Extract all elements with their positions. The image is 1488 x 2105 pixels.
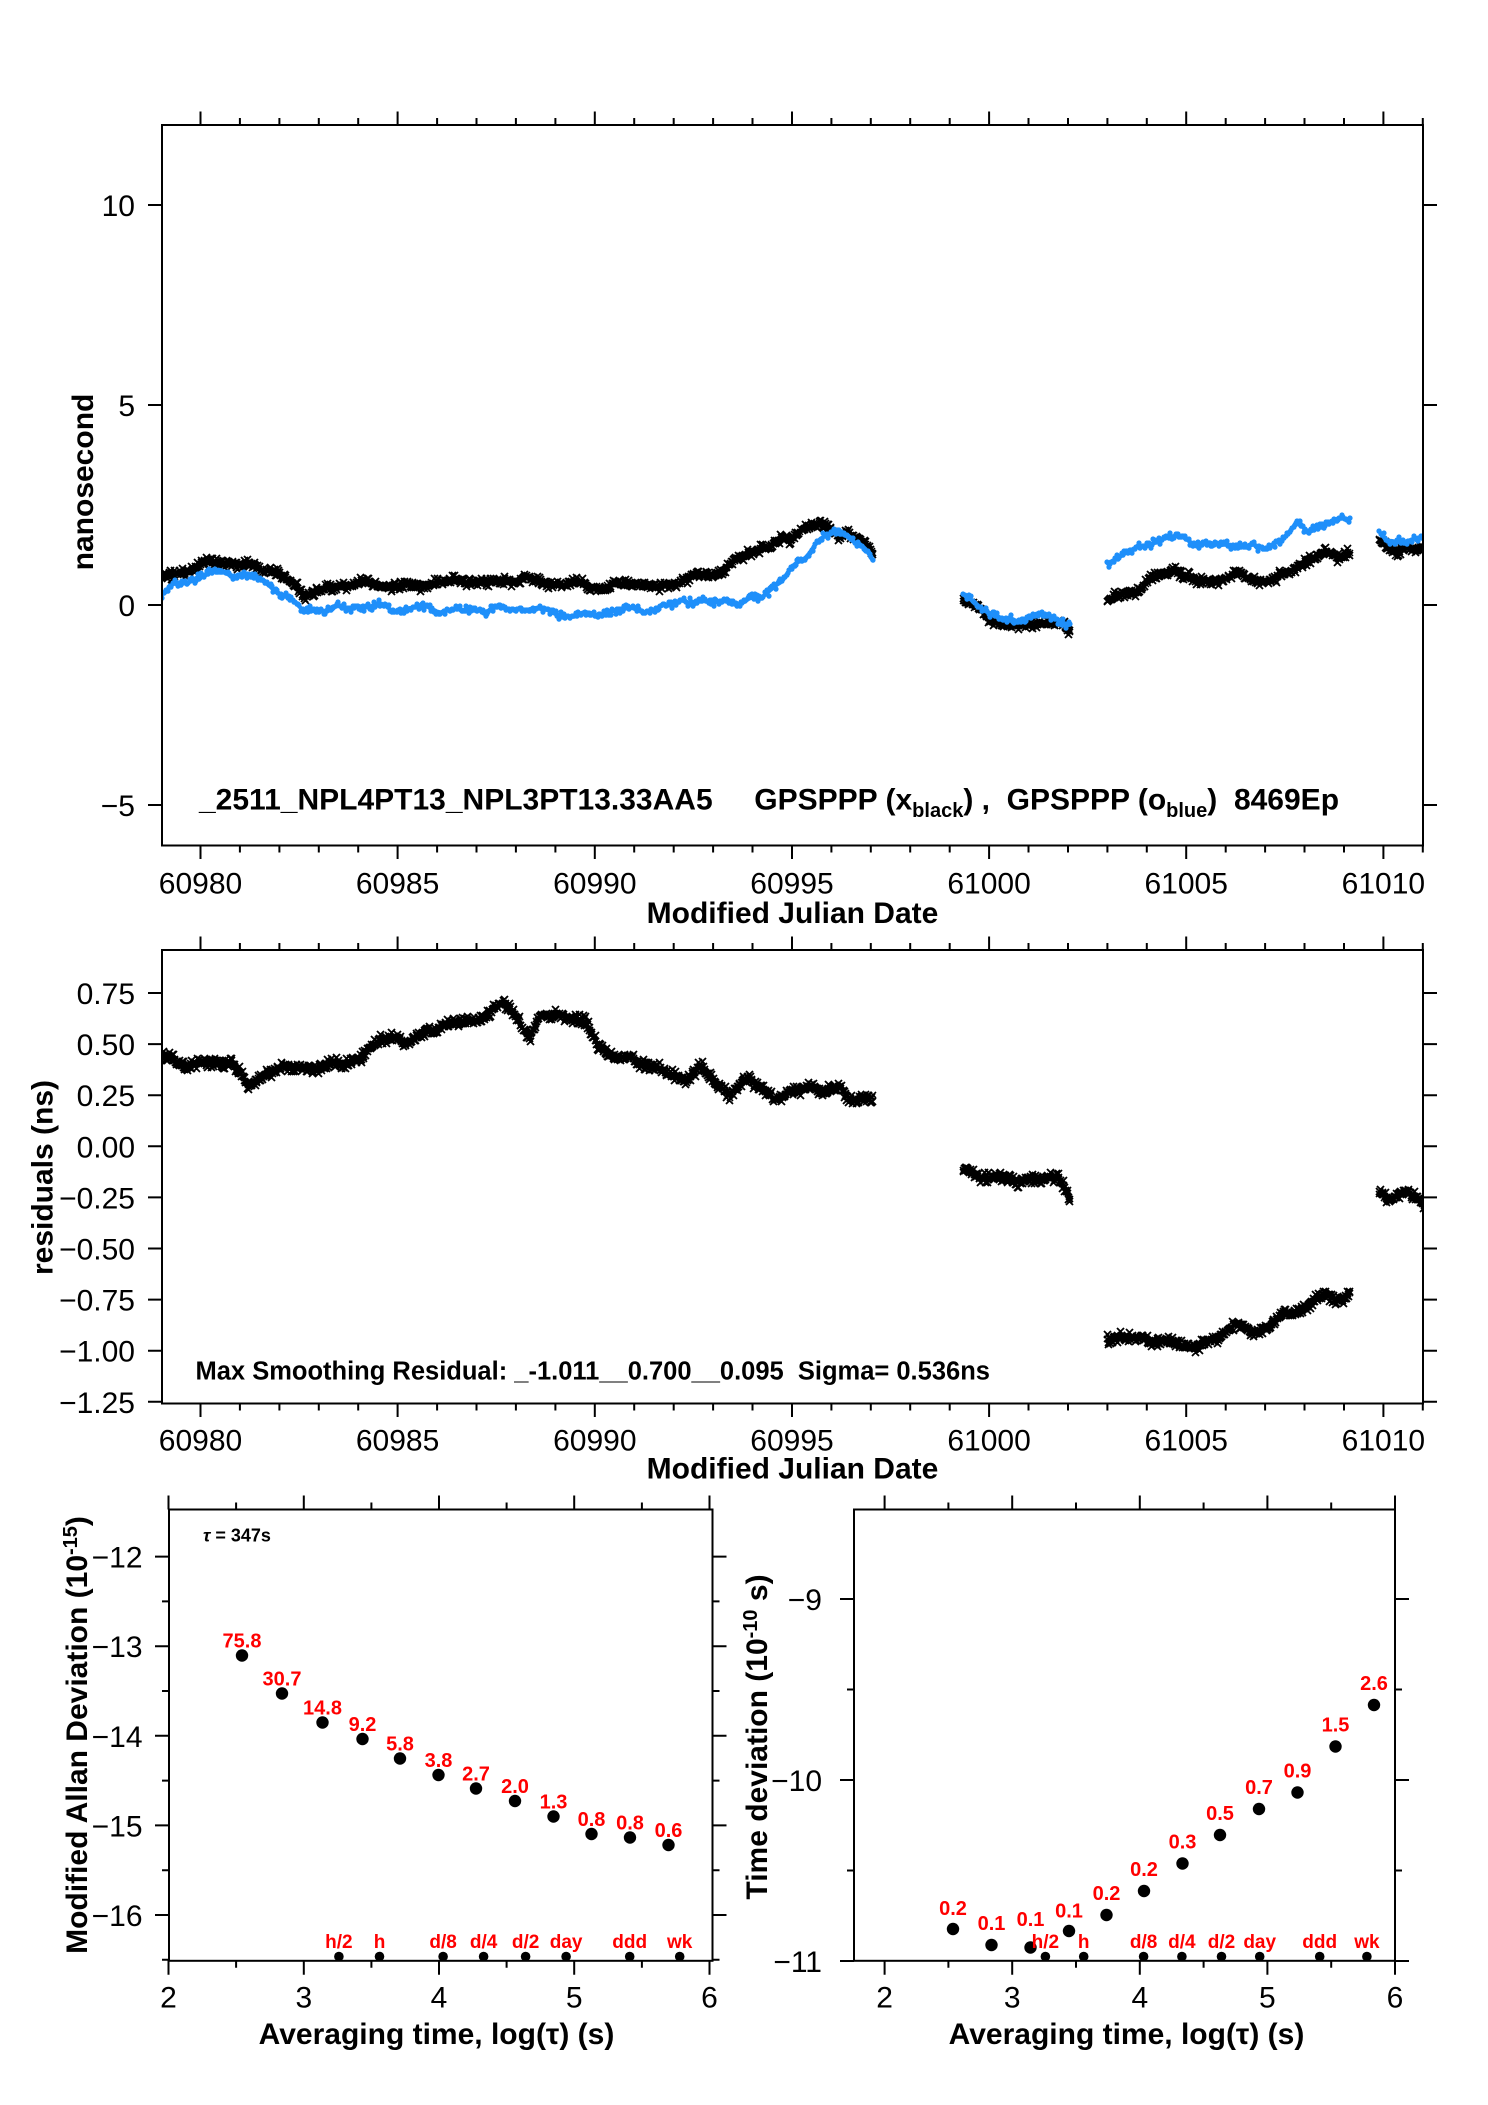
svg-text:ddd: ddd <box>1302 1932 1337 1953</box>
svg-text:0.9: 0.9 <box>1284 1761 1312 1783</box>
svg-text:60980: 60980 <box>159 868 242 901</box>
svg-text:nanosecond: nanosecond <box>67 394 100 571</box>
svg-text:wk: wk <box>1353 1932 1380 1953</box>
svg-text:5: 5 <box>1259 1982 1276 2015</box>
svg-text:6: 6 <box>701 1982 718 2015</box>
svg-text:3: 3 <box>1004 1982 1021 2015</box>
svg-text:60985: 60985 <box>356 1425 439 1458</box>
svg-text:h: h <box>374 1932 386 1953</box>
svg-text:2.7: 2.7 <box>462 1764 490 1786</box>
svg-text:5.8: 5.8 <box>386 1734 414 1756</box>
svg-text:day: day <box>550 1932 583 1953</box>
svg-text:−14: −14 <box>92 1721 143 1754</box>
svg-text:0.2: 0.2 <box>939 1898 967 1920</box>
svg-text:−1.25: −1.25 <box>59 1387 135 1420</box>
svg-text:Modified Allan Deviation (10-1: Modified Allan Deviation (10-15) <box>60 1516 94 1954</box>
svg-text:−12: −12 <box>92 1542 143 1575</box>
svg-text:30.7: 30.7 <box>263 1669 302 1691</box>
svg-text:61010: 61010 <box>1342 868 1425 901</box>
svg-text:60980: 60980 <box>159 1425 242 1458</box>
svg-text:60995: 60995 <box>750 1425 833 1458</box>
svg-text:Modified Julian Date: Modified Julian Date <box>647 1453 939 1486</box>
svg-text:75.8: 75.8 <box>223 1631 262 1653</box>
svg-text:τ = 347s: τ = 347s <box>203 1526 271 1546</box>
svg-text:0.7: 0.7 <box>1245 1777 1273 1799</box>
svg-text:d/8: d/8 <box>429 1932 456 1953</box>
svg-text:9.2: 9.2 <box>349 1714 377 1736</box>
svg-text:−1.00: −1.00 <box>59 1336 135 1369</box>
svg-text:Modified Julian Date: Modified Julian Date <box>647 897 939 930</box>
svg-text:0.2: 0.2 <box>1130 1859 1158 1881</box>
svg-text:0.2: 0.2 <box>1093 1883 1121 1905</box>
svg-text:d/2: d/2 <box>1208 1932 1235 1953</box>
svg-text:0.00: 0.00 <box>77 1131 135 1164</box>
svg-text:0.25: 0.25 <box>77 1080 135 1113</box>
svg-text:5: 5 <box>118 390 135 423</box>
svg-text:60990: 60990 <box>553 868 636 901</box>
svg-text:wk: wk <box>666 1932 693 1953</box>
svg-text:1.5: 1.5 <box>1322 1715 1350 1737</box>
svg-text:Max Smoothing Residual: _-1.01: Max Smoothing Residual: _-1.011__0.700__… <box>196 1358 990 1386</box>
svg-text:0.1: 0.1 <box>1055 1901 1083 1923</box>
svg-text:61005: 61005 <box>1144 868 1227 901</box>
svg-text:ddd: ddd <box>612 1932 647 1953</box>
svg-text:−0.50: −0.50 <box>59 1234 135 1267</box>
svg-text:d/2: d/2 <box>512 1932 539 1953</box>
svg-text:61010: 61010 <box>1342 1425 1425 1458</box>
svg-text:0.50: 0.50 <box>77 1029 135 1062</box>
svg-text:61000: 61000 <box>947 868 1030 901</box>
svg-text:h: h <box>1078 1932 1090 1953</box>
svg-text:0: 0 <box>118 590 135 623</box>
svg-text:61000: 61000 <box>947 1425 1030 1458</box>
svg-text:0.1: 0.1 <box>978 1913 1006 1935</box>
svg-text:h/2: h/2 <box>1032 1932 1059 1953</box>
svg-text:60990: 60990 <box>553 1425 636 1458</box>
svg-text:2.0: 2.0 <box>501 1776 529 1798</box>
svg-text:4: 4 <box>1131 1982 1148 2015</box>
svg-text:−5: −5 <box>101 790 135 823</box>
svg-text:−0.25: −0.25 <box>59 1182 135 1215</box>
svg-text:_2511_NPL4PT13_NPL3PT13.33AA5: _2511_NPL4PT13_NPL3PT13.33AA5 GPSPPP (xb… <box>198 784 1339 823</box>
svg-text:5: 5 <box>566 1982 583 2015</box>
svg-text:−16: −16 <box>92 1900 143 1933</box>
svg-text:1.3: 1.3 <box>540 1792 568 1814</box>
svg-text:0.6: 0.6 <box>655 1820 683 1842</box>
svg-text:3: 3 <box>295 1982 312 2015</box>
svg-text:3.8: 3.8 <box>425 1750 453 1772</box>
svg-text:10: 10 <box>102 190 135 223</box>
svg-text:0.8: 0.8 <box>578 1809 606 1831</box>
svg-text:0.1: 0.1 <box>1017 1909 1045 1931</box>
svg-text:Averaging time, log(τ) (s): Averaging time, log(τ) (s) <box>259 2018 615 2051</box>
svg-text:−9: −9 <box>788 1584 822 1617</box>
svg-text:−15: −15 <box>92 1810 143 1843</box>
svg-text:−0.75: −0.75 <box>59 1285 135 1318</box>
svg-text:14.8: 14.8 <box>303 1698 342 1720</box>
svg-text:d/4: d/4 <box>1168 1932 1196 1953</box>
svg-text:6: 6 <box>1387 1982 1404 2015</box>
svg-text:day: day <box>1243 1932 1276 1953</box>
svg-text:−13: −13 <box>92 1631 143 1664</box>
svg-text:residuals (ns): residuals (ns) <box>27 1080 60 1275</box>
svg-text:d/4: d/4 <box>470 1932 498 1953</box>
svg-text:60995: 60995 <box>750 868 833 901</box>
svg-text:0.75: 0.75 <box>77 978 135 1011</box>
svg-text:2.6: 2.6 <box>1360 1673 1388 1695</box>
svg-text:0.3: 0.3 <box>1169 1832 1197 1854</box>
svg-text:d/8: d/8 <box>1130 1932 1157 1953</box>
svg-text:0.5: 0.5 <box>1206 1803 1234 1825</box>
svg-text:60985: 60985 <box>356 868 439 901</box>
svg-text:−11: −11 <box>773 1946 822 1979</box>
svg-text:h/2: h/2 <box>325 1932 352 1953</box>
svg-text:0.8: 0.8 <box>616 1813 644 1835</box>
svg-text:61005: 61005 <box>1144 1425 1227 1458</box>
svg-text:2: 2 <box>160 1982 177 2015</box>
svg-text:Averaging time, log(τ) (s): Averaging time, log(τ) (s) <box>949 2018 1305 2051</box>
svg-text:4: 4 <box>431 1982 448 2015</box>
svg-text:−10: −10 <box>771 1765 822 1798</box>
svg-text:2: 2 <box>876 1982 893 2015</box>
